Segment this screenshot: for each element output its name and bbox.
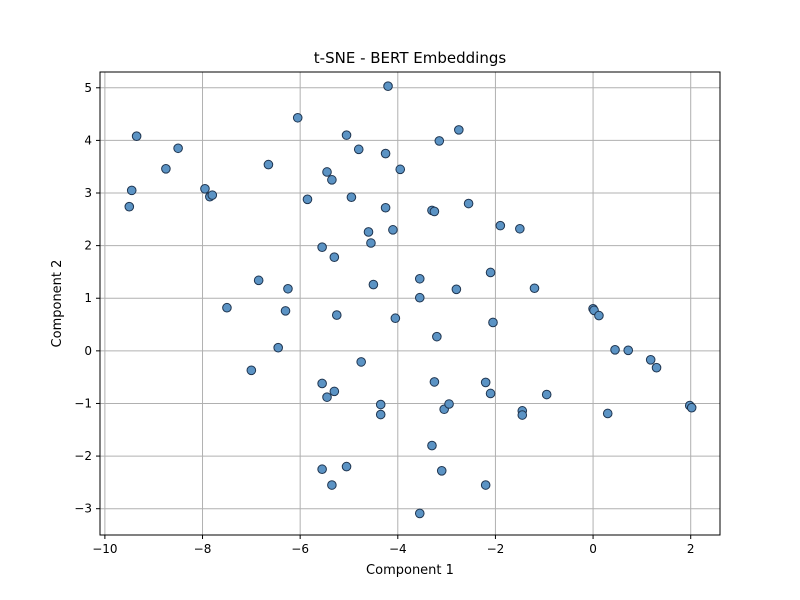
data-point: [368, 279, 379, 290]
data-point: [273, 342, 283, 353]
data-point: [317, 464, 327, 475]
data-point: [317, 242, 327, 253]
data-point: [341, 461, 352, 472]
data-point: [329, 252, 340, 263]
data-point: [485, 388, 496, 399]
data-point: [263, 159, 274, 170]
data-point: [124, 201, 135, 212]
data-point: [383, 81, 393, 92]
data-point: [495, 220, 506, 231]
data-point: [207, 190, 218, 200]
data-point: [395, 164, 406, 175]
data-point: [432, 331, 442, 342]
y-tick-label: 4: [84, 133, 92, 147]
data-points: [124, 81, 697, 519]
data-point: [451, 284, 462, 295]
data-point: [283, 283, 293, 294]
data-point: [375, 409, 386, 420]
data-point: [353, 144, 364, 155]
data-point: [436, 466, 447, 476]
data-point: [346, 192, 357, 203]
data-point: [131, 131, 142, 141]
x-tick-label: −4: [389, 542, 407, 556]
x-tick-label: −6: [291, 542, 309, 556]
data-point: [414, 508, 425, 519]
data-point: [488, 317, 498, 328]
chart-title: t-SNE - BERT Embeddings: [314, 49, 507, 67]
data-point: [645, 354, 656, 365]
data-point: [414, 273, 425, 284]
x-tick-label: −2: [487, 542, 505, 556]
data-point: [651, 362, 662, 373]
data-point: [322, 392, 332, 402]
x-tick-label: −8: [194, 542, 212, 556]
data-point: [173, 143, 183, 154]
data-point: [480, 377, 491, 388]
data-point: [427, 440, 437, 451]
x-tick-label: −10: [92, 542, 117, 556]
data-point: [327, 175, 337, 185]
data-point: [375, 399, 386, 410]
data-point: [602, 408, 613, 419]
data-point: [390, 313, 401, 324]
data-point: [515, 223, 525, 234]
data-point: [380, 202, 391, 213]
data-point: [366, 238, 376, 248]
grid-lines: [100, 72, 720, 535]
data-point: [200, 184, 210, 194]
data-point: [517, 410, 528, 420]
x-tick-label: 0: [589, 542, 597, 556]
data-point: [429, 206, 440, 217]
y-tick-label: 3: [84, 186, 92, 200]
data-point: [331, 310, 342, 320]
data-point: [380, 148, 391, 159]
data-point: [454, 125, 464, 135]
data-point: [388, 225, 398, 235]
data-point: [126, 185, 137, 196]
y-tick-label: 1: [84, 291, 92, 305]
x-tick-label: 2: [687, 542, 695, 556]
y-tick-label: −1: [74, 396, 92, 410]
y-tick-label: 0: [84, 344, 92, 358]
data-point: [322, 167, 332, 177]
data-point: [463, 198, 474, 209]
data-point: [529, 283, 540, 294]
data-point: [444, 399, 454, 409]
data-point: [414, 292, 425, 303]
data-point: [222, 302, 232, 313]
data-point: [356, 357, 366, 367]
data-point: [246, 365, 257, 376]
data-point: [623, 345, 634, 356]
data-point: [480, 480, 491, 490]
data-point: [327, 480, 337, 490]
data-point: [329, 386, 340, 397]
data-point: [610, 345, 620, 355]
data-point: [292, 112, 303, 123]
data-point: [253, 275, 264, 286]
data-point: [363, 227, 374, 237]
data-point: [594, 310, 604, 321]
data-point: [434, 136, 445, 146]
data-point: [280, 306, 291, 316]
x-axis-label: Component 1: [366, 563, 454, 578]
y-tick-label: 5: [84, 81, 92, 95]
data-point: [686, 402, 697, 413]
data-point: [341, 130, 352, 140]
data-point: [541, 389, 552, 400]
data-point: [429, 377, 440, 387]
plot-frame: [99, 71, 721, 536]
y-tick-label: −3: [74, 502, 92, 516]
y-tick-label: 2: [84, 239, 92, 253]
data-point: [302, 194, 313, 205]
data-point: [485, 267, 496, 278]
y-axis-label: Component 2: [50, 260, 65, 348]
y-tick-label: −2: [74, 449, 92, 463]
data-point: [161, 164, 171, 174]
data-point: [317, 378, 327, 389]
